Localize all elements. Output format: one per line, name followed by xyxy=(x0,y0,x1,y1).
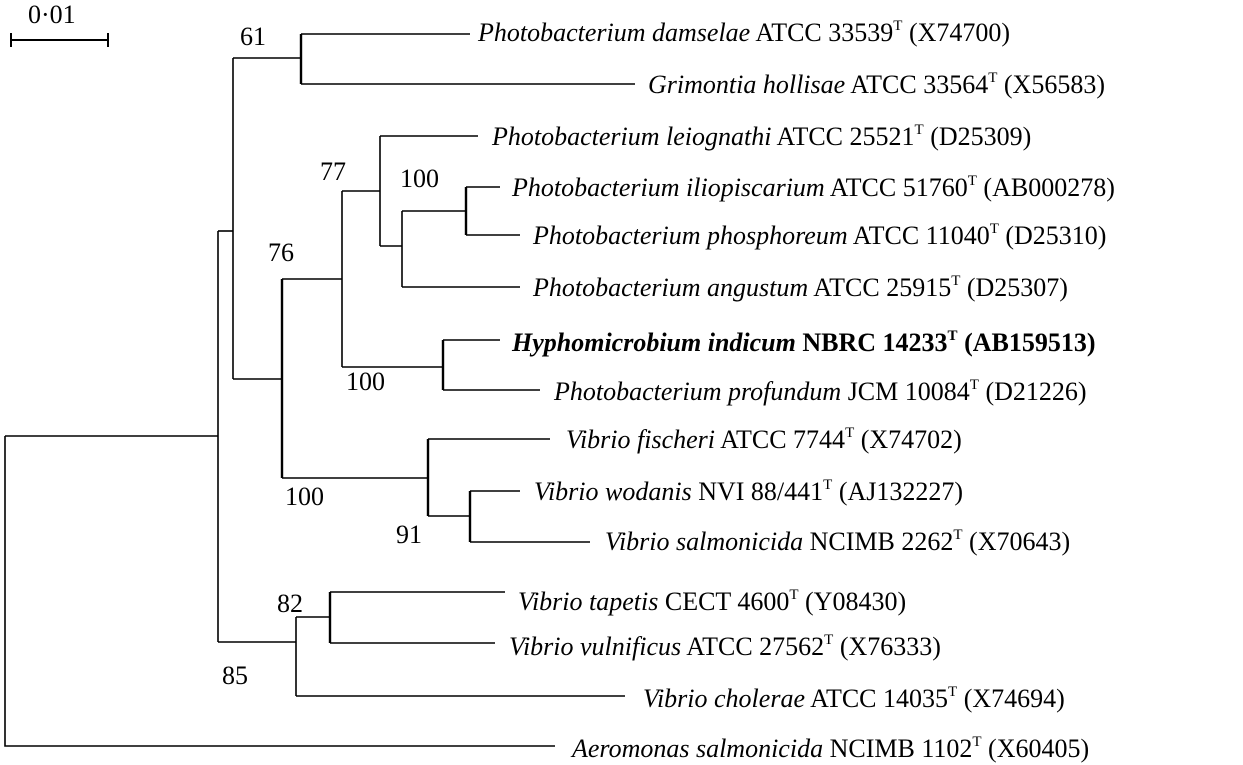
taxon-labels: Photobacterium damselae ATCC 33539T (X74… xyxy=(477,18,1115,763)
species-name: Vibrio fischeri xyxy=(566,425,715,454)
strain-id: ATCC 27562 xyxy=(686,632,824,661)
accession: (X74702) xyxy=(861,425,962,454)
strain-id: ATCC 7744 xyxy=(720,425,845,454)
strain-id: NCIMB 2262 xyxy=(810,527,954,556)
taxon-label: Vibrio salmonicida NCIMB 2262T (X70643) xyxy=(605,527,1070,556)
bootstrap-value: 76 xyxy=(268,238,294,267)
type-strain-mark: T xyxy=(789,587,798,603)
accession: (X74694) xyxy=(964,684,1065,713)
species-name: Photobacterium phosphoreum xyxy=(532,221,848,250)
type-strain-mark: T xyxy=(915,122,924,138)
type-strain-mark: T xyxy=(968,173,977,189)
taxon-label: Photobacterium phosphoreum ATCC 11040T (… xyxy=(532,221,1106,250)
type-strain-mark: T xyxy=(972,734,981,750)
accession: (Y08430) xyxy=(805,587,906,616)
bootstrap-values: 61 77 100 76 100 100 91 82 85 xyxy=(222,22,439,690)
type-strain-mark: T xyxy=(988,70,997,86)
strain-id: ATCC 33564 xyxy=(850,70,988,99)
taxon-label: Vibrio cholerae ATCC 14035T (X74694) xyxy=(643,684,1065,713)
taxon-label: Photobacterium leiognathi ATCC 25521T (D… xyxy=(491,122,1031,151)
accession: (AB159513) xyxy=(964,328,1095,357)
species-name: Vibrio cholerae xyxy=(643,684,805,713)
species-name: Vibrio wodanis xyxy=(534,477,692,506)
species-name: Photobacterium angustum xyxy=(532,273,808,302)
species-name: Photobacterium iliopiscarium xyxy=(511,173,825,202)
bootstrap-value: 100 xyxy=(400,164,439,193)
strain-id: CECT 4600 xyxy=(665,587,789,616)
accession: (D21226) xyxy=(985,377,1086,406)
bootstrap-value: 100 xyxy=(285,482,324,511)
strain-id: ATCC 11040 xyxy=(853,221,990,250)
type-strain-mark: T xyxy=(845,425,854,441)
type-strain-mark: T xyxy=(970,377,979,393)
strain-id: NBRC 14233 xyxy=(802,328,947,357)
species-name: Hyphomicrobium indicum xyxy=(511,328,796,357)
accession: (X70643) xyxy=(969,527,1070,556)
accession: (X74700) xyxy=(909,18,1010,47)
accession: (AJ132227) xyxy=(839,477,963,506)
strain-id: NCIMB 1102 xyxy=(830,734,973,763)
taxon-label: Photobacterium angustum ATCC 25915T (D25… xyxy=(532,273,1068,302)
type-strain-mark: T xyxy=(948,684,957,700)
species-name: Aeromonas salmonicida xyxy=(570,734,823,763)
bootstrap-value: 91 xyxy=(396,520,422,549)
scale-bar-label: 0·01 xyxy=(28,0,76,29)
species-name: Photobacterium damselae xyxy=(477,18,750,47)
bootstrap-value: 82 xyxy=(277,589,303,618)
species-name: Vibrio vulnificus xyxy=(509,632,681,661)
species-name: Grimontia hollisae xyxy=(648,70,845,99)
strain-id: NVI 88/441 xyxy=(698,477,823,506)
strain-id: ATCC 14035 xyxy=(810,684,948,713)
taxon-label: Photobacterium profundum JCM 10084T (D21… xyxy=(553,377,1087,406)
branch xyxy=(4,436,555,747)
type-strain-mark: T xyxy=(990,221,999,237)
scale-bar: 0·01 xyxy=(10,0,109,47)
type-strain-mark: T xyxy=(824,632,833,648)
accession: (D25310) xyxy=(1005,221,1106,250)
bootstrap-value: 61 xyxy=(240,22,266,51)
taxon-label-highlighted: Hyphomicrobium indicum NBRC 14233T (AB15… xyxy=(511,328,1096,357)
taxon-label: Vibrio tapetis CECT 4600T (Y08430) xyxy=(518,587,906,616)
taxon-label: Vibrio fischeri ATCC 7744T (X74702) xyxy=(566,425,962,454)
accession: (AB000278) xyxy=(983,173,1114,202)
accession: (D25309) xyxy=(930,122,1031,151)
strain-id: ATCC 25521 xyxy=(777,122,915,151)
strain-id: JCM 10084 xyxy=(848,377,970,406)
accession: (X76333) xyxy=(840,632,941,661)
taxon-label: Vibrio vulnificus ATCC 27562T (X76333) xyxy=(509,632,941,661)
species-name: Vibrio tapetis xyxy=(518,587,658,616)
taxon-label: Photobacterium iliopiscarium ATCC 51760T… xyxy=(511,173,1115,202)
taxon-label: Aeromonas salmonicida NCIMB 1102T (X6040… xyxy=(570,734,1089,763)
species-name: Photobacterium profundum xyxy=(553,377,841,406)
bootstrap-value: 100 xyxy=(346,367,385,396)
type-strain-mark: T xyxy=(953,527,962,543)
type-strain-mark: T xyxy=(823,477,832,493)
type-strain-mark: T xyxy=(893,18,902,34)
type-strain-mark: T xyxy=(951,273,960,289)
accession: (D25307) xyxy=(967,273,1068,302)
bootstrap-value: 85 xyxy=(222,661,248,690)
taxon-label: Photobacterium damselae ATCC 33539T (X74… xyxy=(477,18,1010,47)
taxon-label: Grimontia hollisae ATCC 33564T (X56583) xyxy=(648,70,1105,99)
species-name: Vibrio salmonicida xyxy=(605,527,803,556)
type-strain-mark: T xyxy=(948,328,958,344)
tree-branches xyxy=(4,33,635,747)
scale-bar-line xyxy=(10,33,109,47)
bootstrap-value: 77 xyxy=(320,157,346,186)
strain-id: ATCC 51760 xyxy=(830,173,968,202)
strain-id: ATCC 25915 xyxy=(813,273,951,302)
accession: (X60405) xyxy=(988,734,1089,763)
taxon-label: Vibrio wodanis NVI 88/441T (AJ132227) xyxy=(534,477,963,506)
accession: (X56583) xyxy=(1004,70,1105,99)
strain-id: ATCC 33539 xyxy=(755,18,893,47)
species-name: Photobacterium leiognathi xyxy=(491,122,771,151)
